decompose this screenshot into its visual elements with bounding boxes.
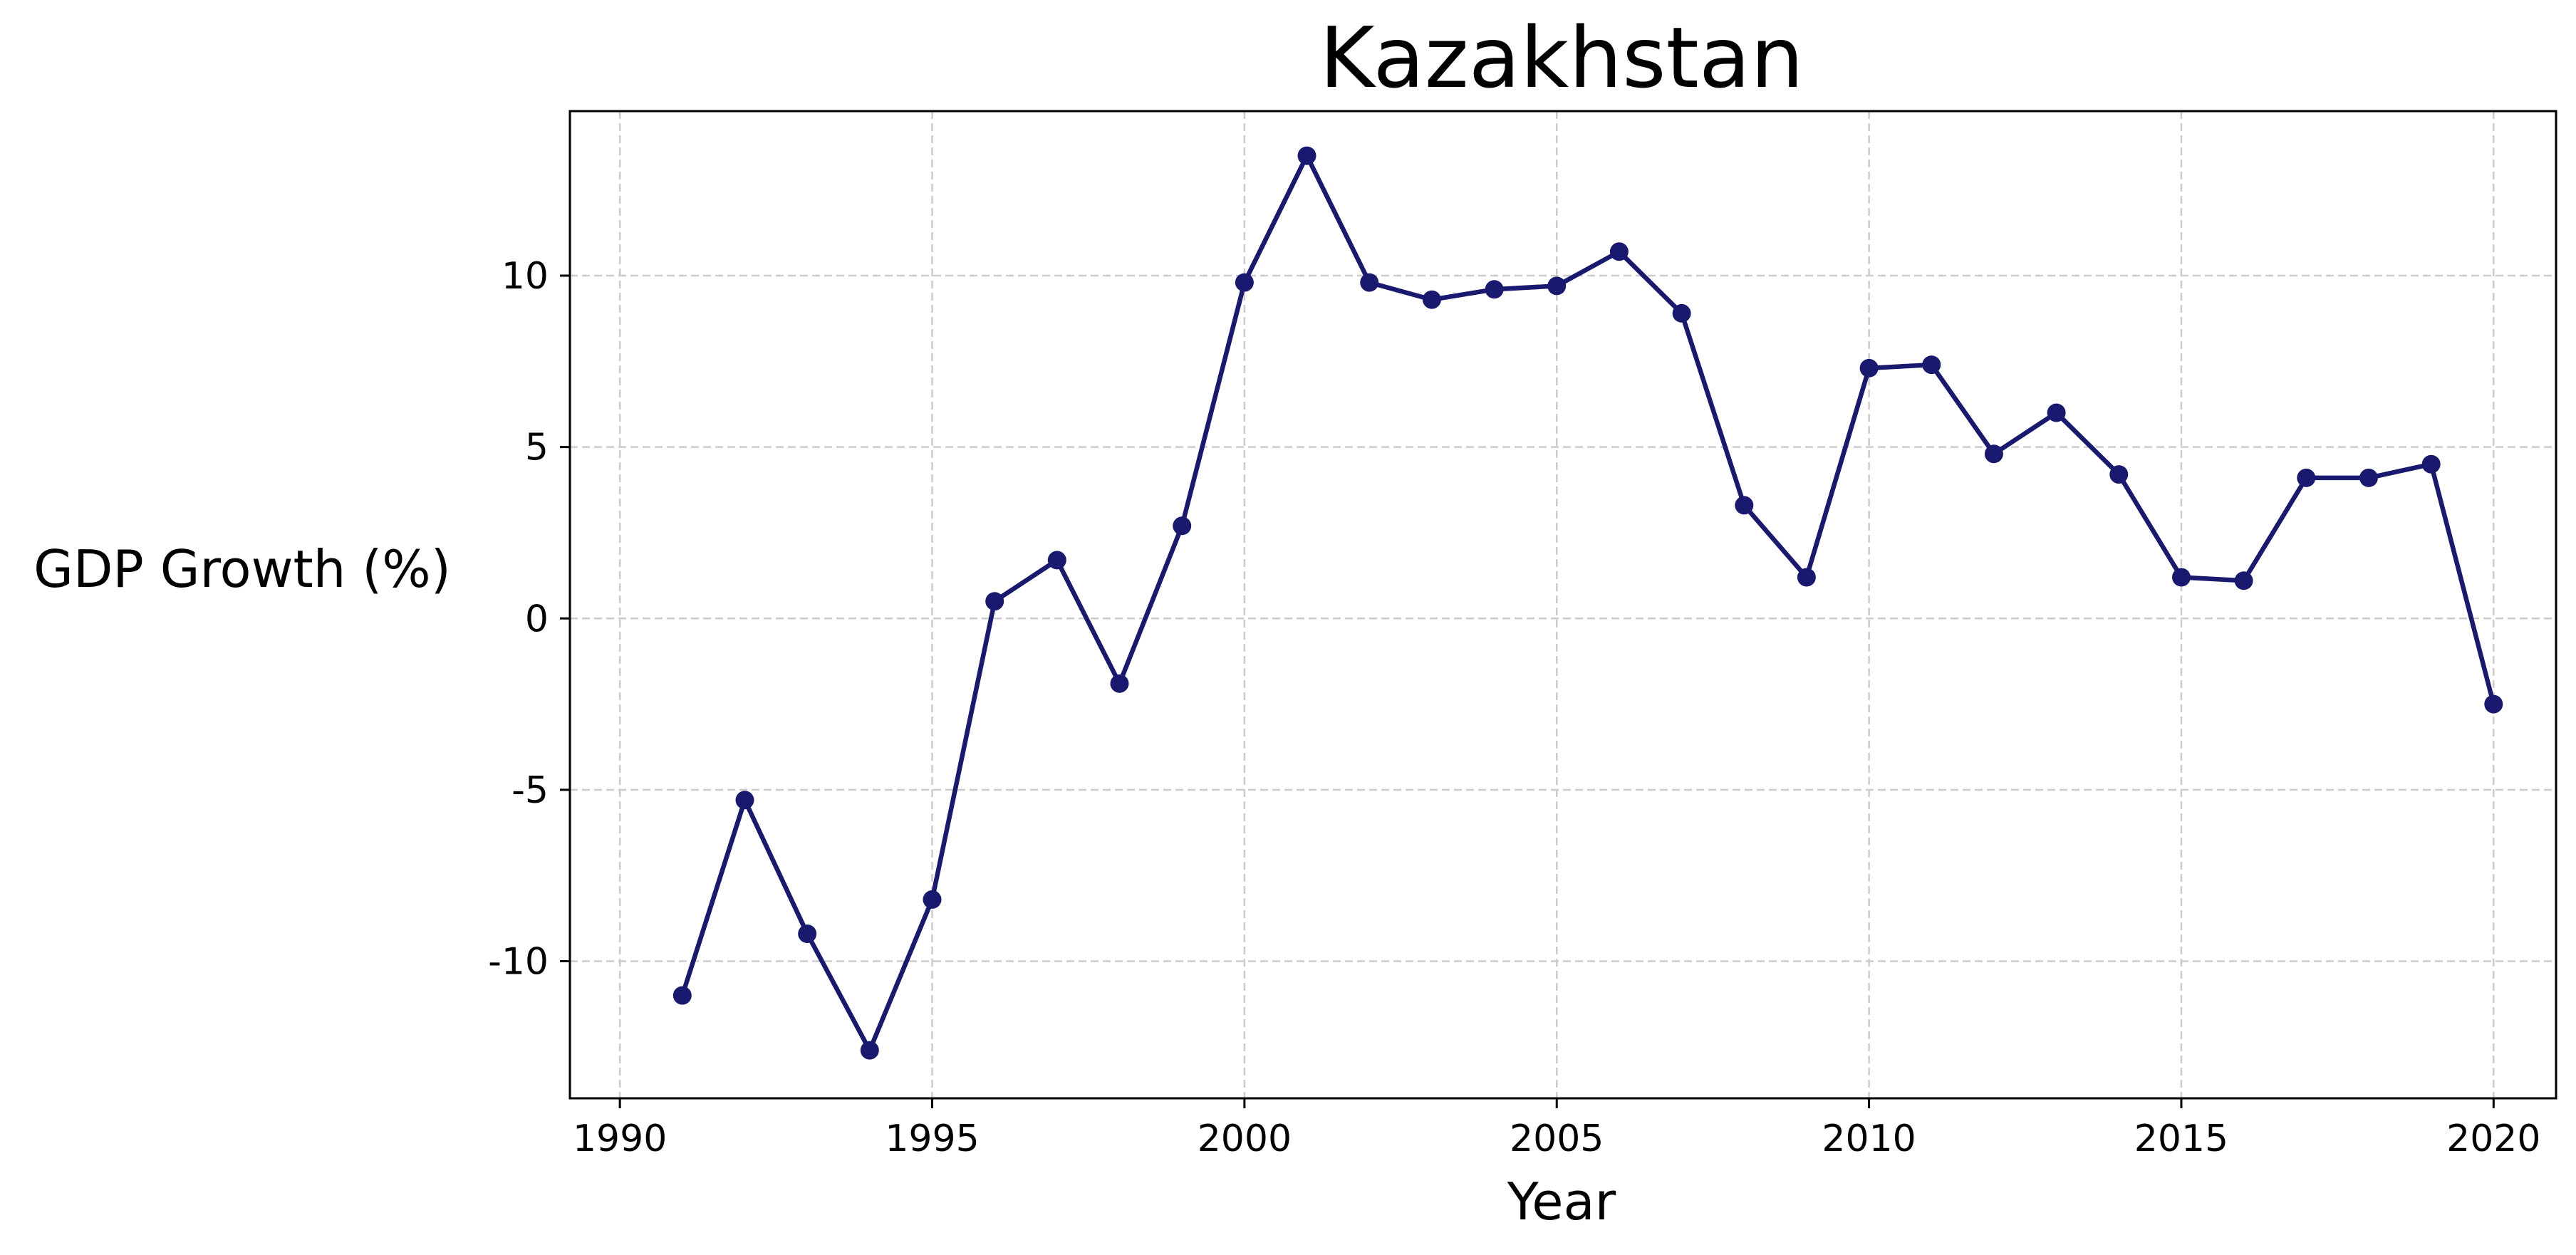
x-tick-label: 1990 (573, 1118, 667, 1160)
data-point (2047, 403, 2066, 422)
data-point (735, 791, 754, 810)
tick-labels: 1990 1995 2000 2005 2010 2015 2020 -10 -5 0 5 10 (488, 255, 2540, 1160)
x-tick-label: 2000 (1198, 1118, 1292, 1160)
series-layer (672, 146, 2503, 1060)
data-point (1485, 280, 1504, 299)
data-point (1235, 273, 1254, 292)
x-tick-label: 2015 (2134, 1118, 2228, 1160)
data-point (1984, 444, 2003, 464)
data-point (1110, 674, 1129, 693)
axes-layer (560, 110, 2557, 1108)
data-point (2172, 568, 2191, 587)
data-point (1547, 276, 1567, 296)
data-point (1797, 568, 1816, 587)
data-point (1735, 496, 1754, 515)
data-point (2234, 571, 2253, 590)
data-point (860, 1041, 879, 1060)
x-axis-title: Year (1507, 1172, 1616, 1231)
y-tick-label: 5 (525, 427, 549, 469)
y-tick-label: -10 (488, 941, 549, 984)
plot-frame (568, 110, 2557, 1100)
x-tick-label: 2005 (1510, 1118, 1604, 1160)
data-point (1922, 355, 1941, 375)
data-point (798, 925, 817, 943)
series-line (680, 153, 2496, 1053)
data-point (1047, 551, 1066, 570)
data-point (2421, 454, 2441, 474)
data-point (985, 592, 1004, 611)
data-point (1859, 358, 1879, 377)
grid-lines (570, 111, 2556, 1098)
data-point (1360, 273, 1379, 292)
data-point (923, 890, 942, 909)
data-point (2297, 468, 2316, 487)
y-tick-label: 0 (525, 598, 549, 640)
x-tick-label: 2020 (2446, 1118, 2540, 1160)
y-tick-label: 10 (502, 255, 549, 298)
data-point (1672, 303, 1691, 323)
data-point (2109, 465, 2129, 484)
data-point (2359, 468, 2378, 487)
y-tick-label: -5 (511, 769, 549, 812)
data-point (1422, 290, 1441, 309)
x-tick-label: 2010 (1822, 1118, 1916, 1160)
data-point (1297, 146, 1316, 165)
x-tick-label: 1995 (885, 1118, 979, 1160)
chart-title: Kazakhstan (1319, 9, 1804, 107)
data-point (1173, 516, 1192, 536)
data-point (1609, 242, 1629, 261)
y-axis-title: GDP Growth (%) (33, 539, 451, 599)
data-point (2484, 694, 2503, 714)
data-point (672, 986, 692, 1005)
